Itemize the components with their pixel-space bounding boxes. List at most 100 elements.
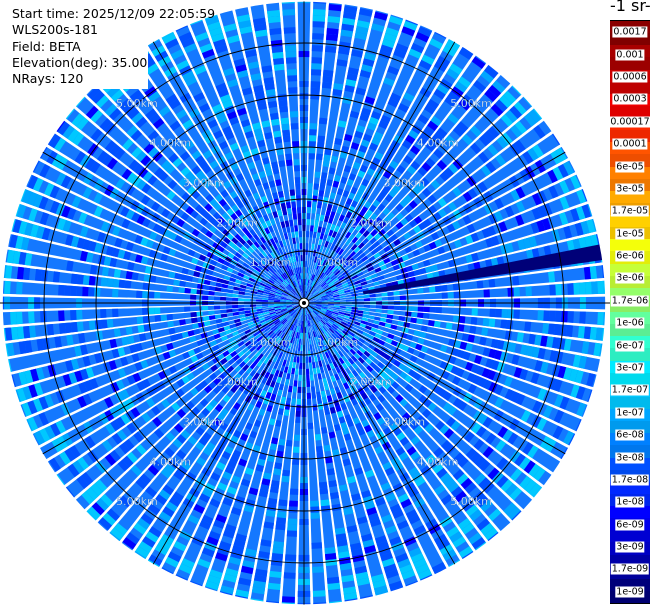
ray bbox=[304, 6, 373, 300]
range-label: 5.00km bbox=[450, 495, 492, 508]
ray bbox=[161, 31, 303, 300]
ray bbox=[20, 188, 301, 302]
range-label: 3.00km bbox=[183, 416, 225, 429]
ray bbox=[219, 10, 303, 300]
colorbar-tick-label: 1.7e-09 bbox=[610, 563, 650, 575]
colorbar-tick-label: 0.0017 bbox=[612, 26, 648, 38]
ray bbox=[2, 280, 300, 303]
ray bbox=[305, 10, 389, 300]
range-label: 2.00km bbox=[350, 376, 392, 389]
ray bbox=[305, 14, 404, 300]
ray bbox=[305, 306, 404, 592]
ray bbox=[307, 303, 601, 372]
ray bbox=[304, 2, 342, 300]
ray bbox=[235, 6, 304, 300]
colorbar-tick-label: 1e-05 bbox=[615, 228, 645, 240]
ray bbox=[20, 304, 301, 418]
ray bbox=[307, 188, 588, 302]
ray bbox=[266, 2, 304, 300]
ray bbox=[305, 306, 433, 582]
ray bbox=[304, 306, 358, 602]
range-label: 2.00km bbox=[216, 376, 258, 389]
range-label: 3.00km bbox=[384, 177, 426, 190]
colorbar-tick-label: 6e-08 bbox=[615, 429, 645, 441]
ray bbox=[304, 1, 327, 299]
ray bbox=[308, 265, 605, 303]
ray bbox=[204, 14, 303, 300]
range-label: 3.00km bbox=[183, 177, 225, 190]
colorbar-tick-label: 0.00017 bbox=[609, 116, 650, 128]
ray bbox=[305, 24, 433, 300]
range-label: 5.00km bbox=[116, 97, 158, 110]
range-label: 5.00km bbox=[450, 97, 492, 110]
ray bbox=[11, 218, 301, 302]
azimuth-spoke bbox=[303, 302, 566, 455]
ray bbox=[32, 304, 301, 446]
colorbar-tick-label: 0.0003 bbox=[612, 93, 648, 105]
ray bbox=[305, 306, 419, 587]
azimuth-spoke bbox=[152, 41, 305, 304]
ray bbox=[3, 265, 301, 303]
range-label: 3.00km bbox=[384, 416, 426, 429]
ray bbox=[304, 306, 373, 600]
colorbar-tick-label: 6e-05 bbox=[615, 161, 645, 172]
ray bbox=[307, 304, 583, 432]
ray bbox=[11, 304, 301, 388]
ray bbox=[304, 4, 358, 300]
ray bbox=[307, 303, 603, 357]
colorbar-tick-label: 6e-09 bbox=[615, 519, 645, 531]
range-label: 4.00km bbox=[417, 137, 459, 150]
ray bbox=[266, 307, 304, 604]
ray bbox=[308, 303, 606, 326]
ray bbox=[305, 306, 389, 596]
colorbar-tick-label: 3e-05 bbox=[615, 183, 645, 195]
ray bbox=[307, 304, 588, 418]
range-label: 1.00km bbox=[317, 256, 359, 269]
azimuth-spoke bbox=[303, 41, 456, 304]
ray bbox=[305, 306, 447, 575]
ray bbox=[219, 306, 303, 596]
elevation-text: Elevation(deg): 35.00 bbox=[12, 54, 148, 70]
ray bbox=[304, 307, 342, 604]
colorbar-tick-label: 0.0001 bbox=[612, 138, 648, 150]
azimuth-spoke bbox=[42, 302, 305, 455]
start-time-text: Start time: 2025/12/09 22:05:59 bbox=[12, 6, 216, 21]
ray bbox=[161, 306, 303, 575]
colorbar-tick-label: 1e-09 bbox=[615, 586, 645, 598]
azimuth-spoke bbox=[42, 151, 305, 304]
colorbar-tick-label: 3e-07 bbox=[615, 362, 645, 374]
ray bbox=[307, 160, 576, 302]
colorbar-tick-label: 6e-06 bbox=[615, 250, 645, 262]
ray bbox=[25, 304, 301, 432]
radar-center-dot bbox=[302, 301, 306, 305]
azimuth-spoke bbox=[303, 151, 566, 304]
colorbar-tick-label: 3e-09 bbox=[615, 541, 645, 553]
field-text: Field: BETA bbox=[12, 38, 81, 54]
ray bbox=[189, 306, 303, 587]
ray bbox=[307, 234, 601, 303]
range-label: 4.00km bbox=[150, 455, 192, 468]
info-box: Start time: 2025/12/09 22:05:59 WLS200s-… bbox=[10, 6, 216, 90]
range-label: 1.00km bbox=[250, 336, 292, 349]
ray bbox=[2, 303, 300, 326]
ray bbox=[307, 174, 583, 302]
colorbar-tick-label: 1.7e-07 bbox=[610, 384, 650, 396]
range-label: 4.00km bbox=[150, 137, 192, 150]
nrays-text: NRays: 120 bbox=[12, 71, 84, 87]
ray bbox=[204, 306, 303, 592]
ray bbox=[5, 249, 301, 303]
colorbar-tick-label: 6e-07 bbox=[615, 340, 645, 352]
ray bbox=[250, 306, 304, 602]
ray bbox=[250, 4, 304, 300]
ray bbox=[307, 203, 593, 302]
ray bbox=[307, 304, 597, 388]
colorbar-tick-label: 1e-07 bbox=[615, 407, 645, 419]
range-label: 5.00km bbox=[116, 495, 158, 508]
colorbar-tick-label: 0.001 bbox=[615, 49, 645, 61]
azimuth-spoke bbox=[152, 302, 305, 565]
range-label: 2.00km bbox=[216, 216, 258, 229]
ray bbox=[308, 280, 606, 303]
range-label: 1.00km bbox=[317, 336, 359, 349]
